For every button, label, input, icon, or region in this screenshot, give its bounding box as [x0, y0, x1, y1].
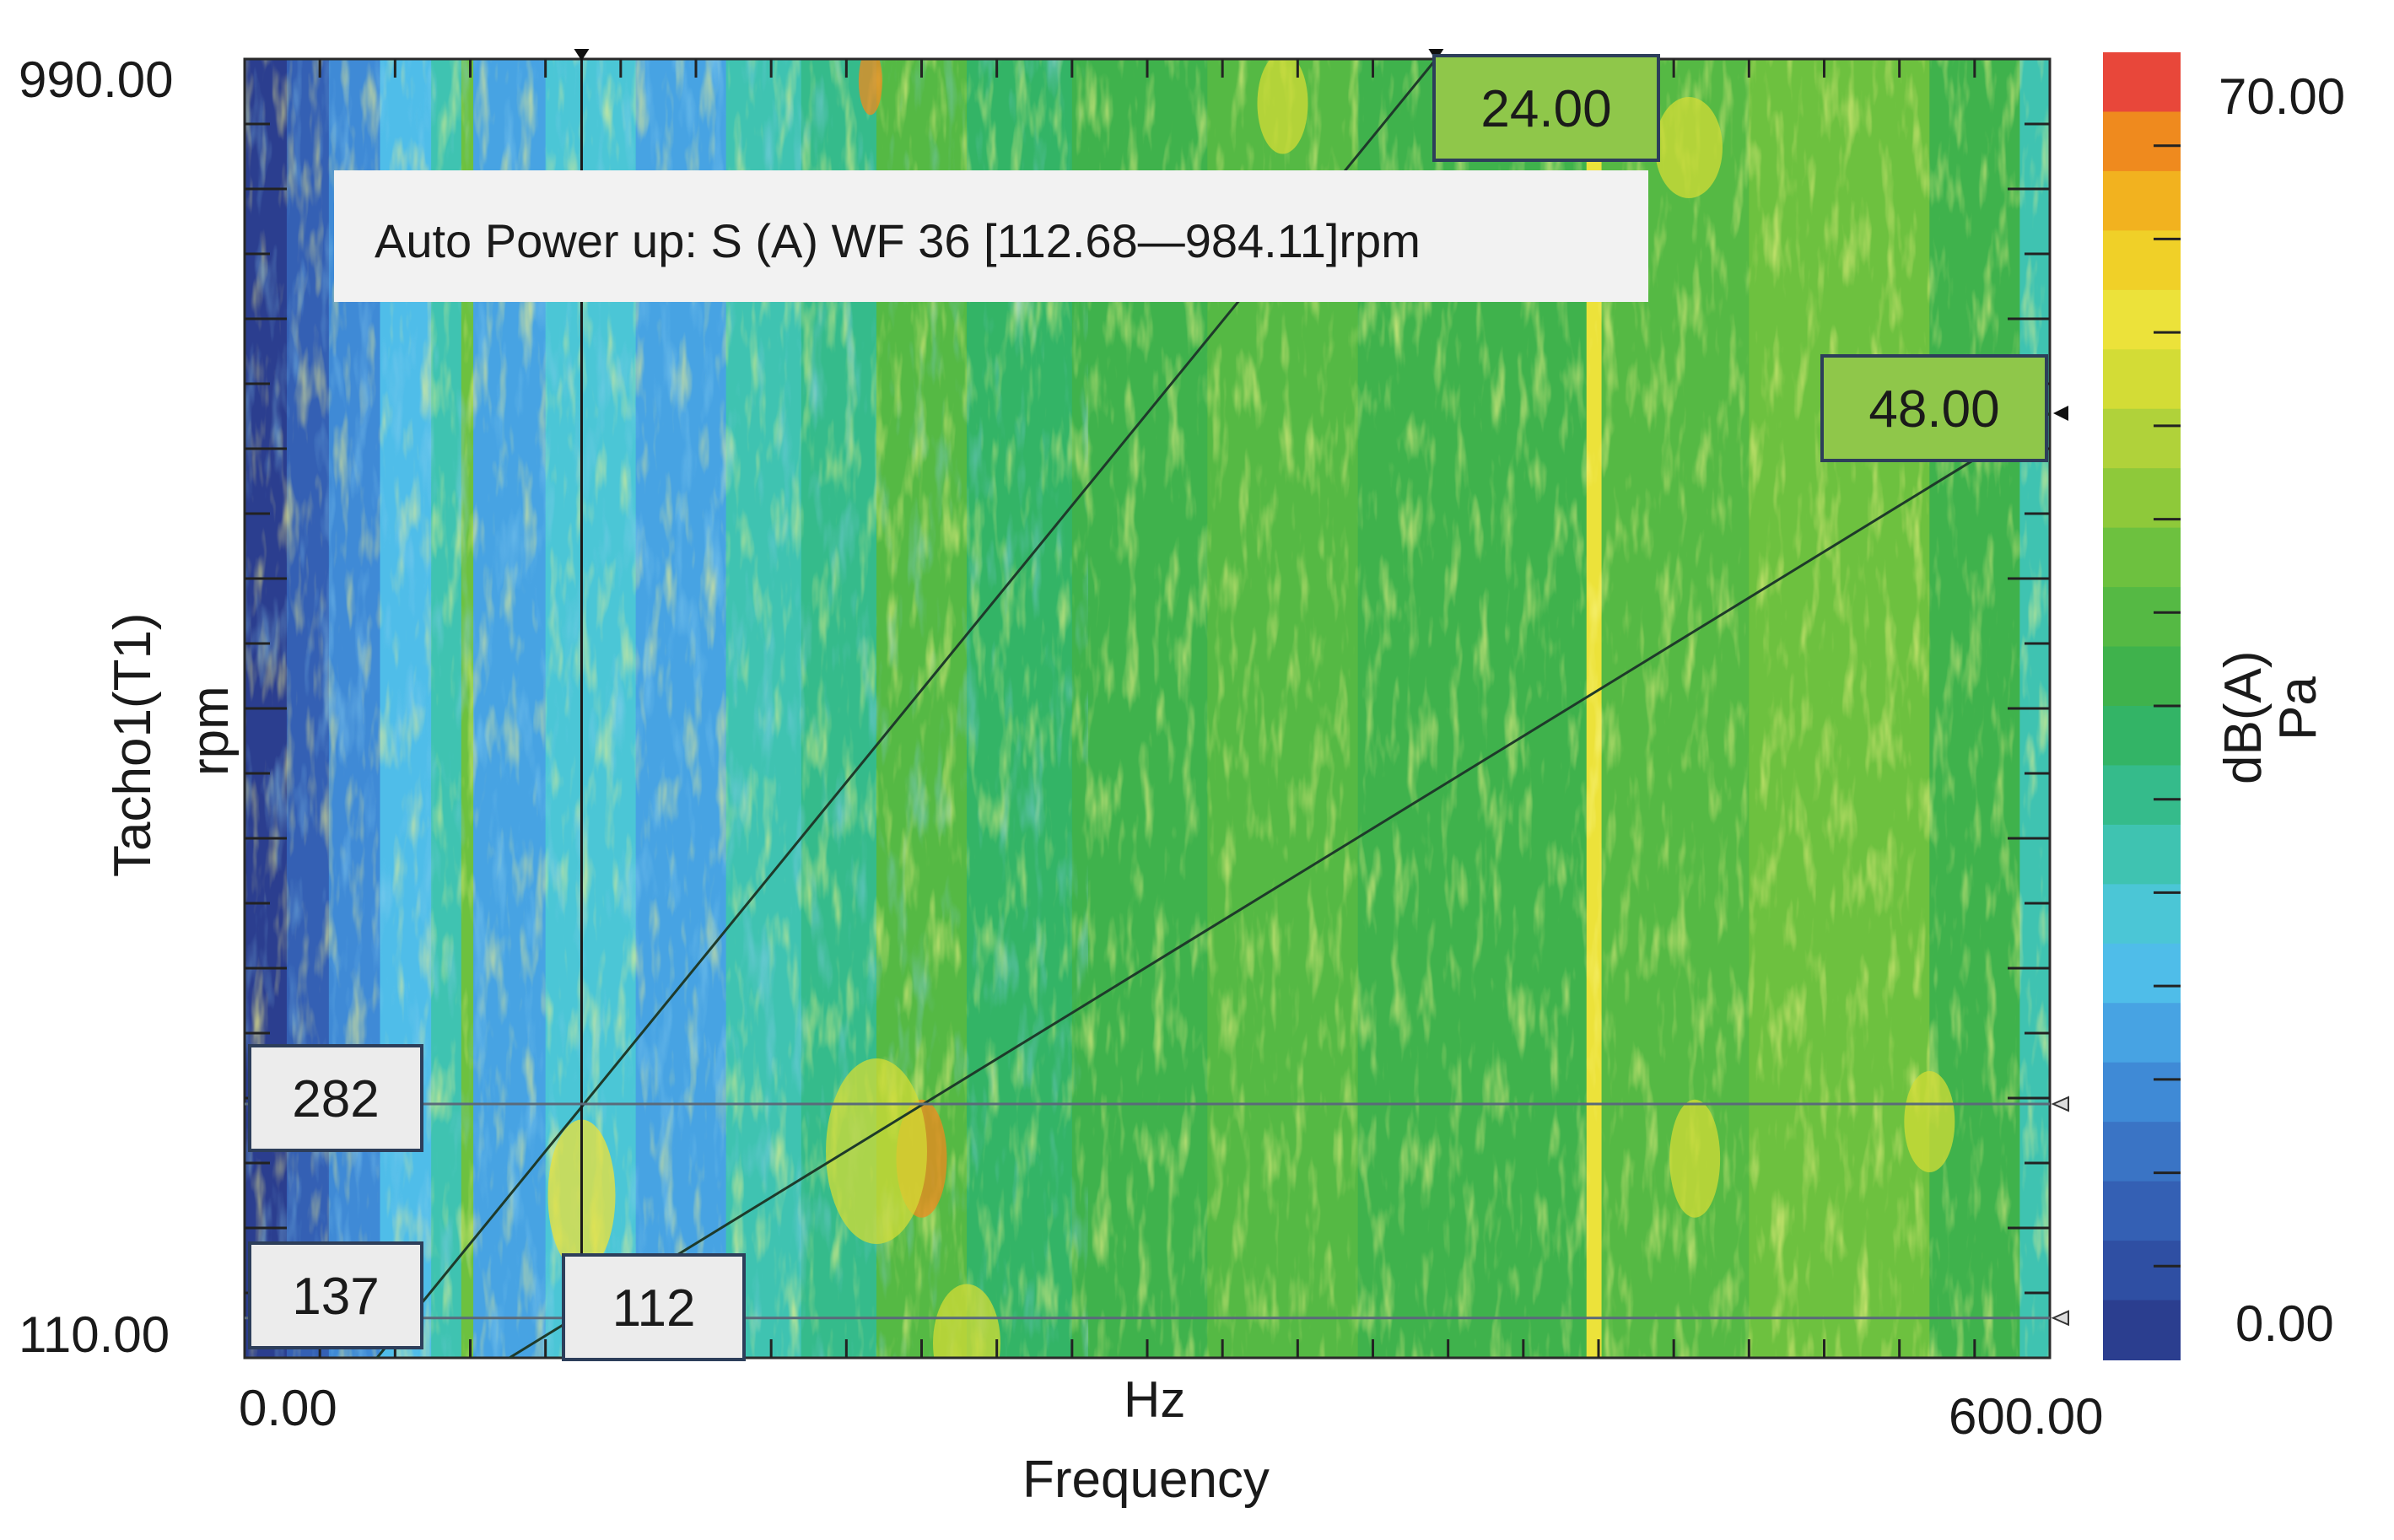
- colorbar-unit-1: dB(A): [2214, 651, 2273, 784]
- x-axis-label: Frequency: [1022, 1451, 1270, 1509]
- vertical-cursor-marker: [574, 49, 590, 61]
- colorbar-segment: [2103, 706, 2181, 767]
- x-axis-unit: Hz: [1124, 1371, 1185, 1428]
- order-48-box-background: [1820, 354, 2048, 462]
- colorbar-segment: [2103, 111, 2181, 172]
- x-max-label: 600.00: [1949, 1388, 2104, 1445]
- colorbar-unit-2: Pa: [2269, 676, 2327, 740]
- colorbar-segment: [2103, 408, 2181, 470]
- y-axis: 990.00 110.00 Tacho1(T1) rpm: [19, 51, 240, 1363]
- horizontal-cursor-marker: [2051, 1310, 2069, 1327]
- colorbar-segment: [2103, 170, 2181, 232]
- y-max-label: 990.00: [19, 51, 174, 108]
- order-48-box: 48.00: [1820, 354, 2048, 462]
- x-min-label: 0.00: [239, 1380, 337, 1436]
- order-line-48.00: [509, 412, 2050, 1358]
- cursor-112-box-label: 112: [612, 1279, 696, 1338]
- hotspot: [1655, 97, 1723, 198]
- y-axis-label: Tacho1(T1): [104, 612, 162, 877]
- colorbar-segment: [2103, 646, 2181, 707]
- cursor-112-box: 112: [562, 1253, 746, 1361]
- colorbar-max-label: 70.00: [2219, 68, 2345, 125]
- order-24-box: 24.00: [1432, 54, 1660, 162]
- chart-title: Auto Power up: S (A) WF 36 [112.68—984.1…: [375, 214, 1421, 267]
- order-24-box-background: [1432, 54, 1660, 162]
- colorbar-segment: [2103, 1003, 2181, 1063]
- hotspot: [1257, 59, 1308, 154]
- hotspot: [1669, 1099, 1721, 1218]
- y-min-label: 110.00: [19, 1306, 170, 1363]
- order-48-marker: [2053, 406, 2068, 421]
- colorbar-segment: [2103, 1241, 2181, 1301]
- title-background: [334, 170, 1648, 302]
- colorbar-segment: [2103, 943, 2181, 1004]
- value-boxes: 24.00 48.00 282 137 112: [248, 54, 2048, 1361]
- hotspot: [826, 1058, 927, 1244]
- cursor-282-box: 282: [248, 1044, 423, 1152]
- colorbar-segment: [2103, 587, 2181, 648]
- colorbar-segment: [2103, 1062, 2181, 1123]
- cursor-137-box-label: 137: [292, 1268, 379, 1326]
- y-axis-unit: rpm: [181, 686, 240, 776]
- cursor-282-box-label: 282: [292, 1070, 379, 1128]
- colorbar-segment: [2103, 52, 2181, 113]
- colorbar-segment: [2103, 884, 2181, 945]
- cursor-137-box: 137: [248, 1241, 423, 1349]
- cursor-282-box-background: [248, 1044, 423, 1152]
- x-axis: 0.00 600.00 Hz Frequency: [239, 1371, 2104, 1509]
- horizontal-cursor-marker: [2051, 1096, 2069, 1112]
- colorbar-segment: [2103, 527, 2181, 589]
- colorbar: 70.00 0.00 dB(A) Pa: [2103, 52, 2345, 1360]
- colorbar-segment: [2103, 824, 2181, 886]
- hotspot: [933, 1284, 1000, 1358]
- colorbar-segment: [2103, 1181, 2181, 1242]
- colorbar-segment: [2103, 289, 2181, 351]
- colorbar-segment: [2103, 1300, 2181, 1360]
- order-24-box-label: 24.00: [1480, 80, 1611, 138]
- hotspot: [1904, 1071, 1955, 1172]
- colorbar-segment: [2103, 230, 2181, 291]
- title-box: Auto Power up: S (A) WF 36 [112.68—984.1…: [334, 170, 1648, 302]
- cursor-112-box-background: [562, 1253, 746, 1361]
- colorbar-segment: [2103, 349, 2181, 410]
- colorbar-min-label: 0.00: [2235, 1295, 2334, 1352]
- cursor-137-box-background: [248, 1241, 423, 1349]
- colorbar-segment: [2103, 765, 2181, 826]
- order-48-box-label: 48.00: [1868, 380, 1999, 439]
- hotspot: [858, 59, 882, 116]
